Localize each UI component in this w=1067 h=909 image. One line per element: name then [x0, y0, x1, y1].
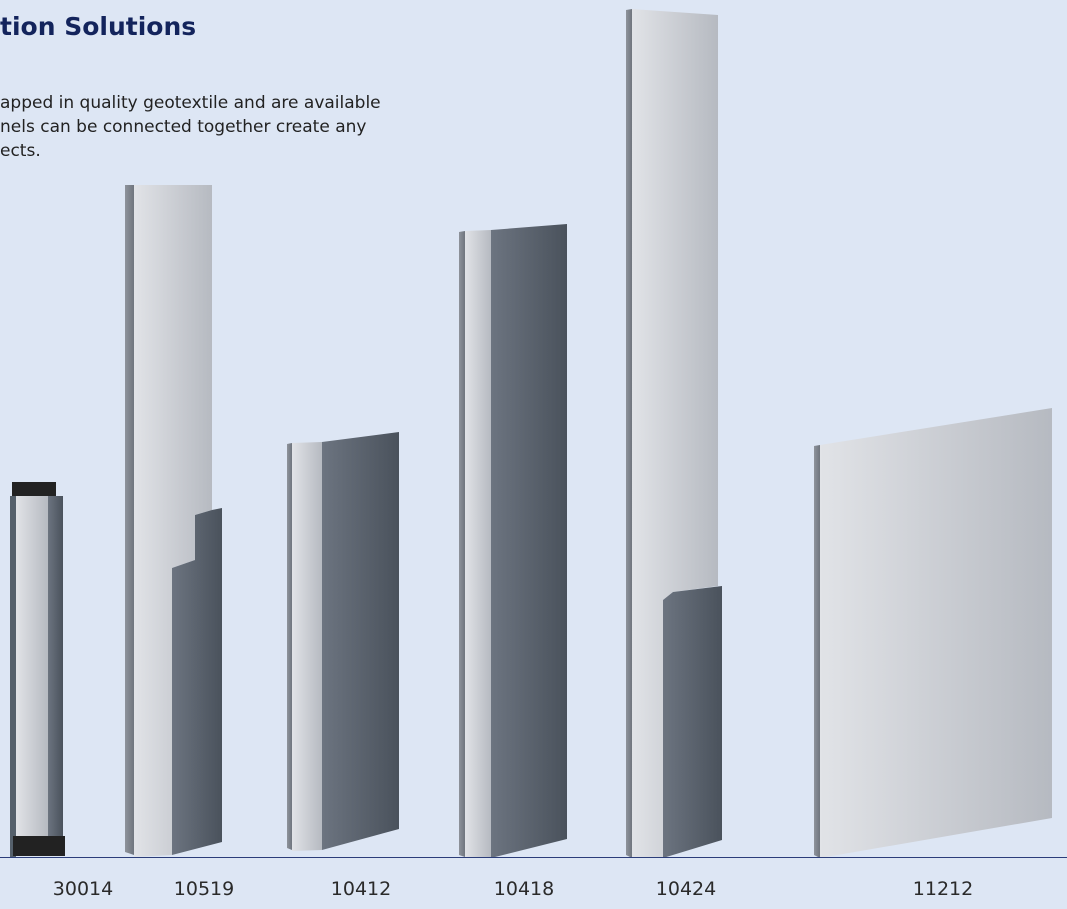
panel-30014 [10, 482, 65, 858]
product-label: 10424 [655, 878, 717, 900]
product-label: 10519 [173, 878, 235, 900]
panel-10418 [459, 224, 567, 858]
intro-line-1: apped in quality geotextile and are avai… [0, 93, 381, 113]
panel-10424 [626, 9, 722, 858]
panel-10412 [287, 432, 399, 851]
product-label: 30014 [52, 878, 114, 900]
panel-11212 [814, 408, 1052, 858]
product-label: 11212 [912, 878, 974, 900]
baseline-divider [0, 857, 1067, 858]
panel-10519 [125, 185, 222, 857]
intro-text: apped in quality geotextile and are avai… [0, 91, 381, 163]
product-label: 10412 [330, 878, 392, 900]
intro-line-3: ects. [0, 141, 41, 161]
intro-line-2: nels can be connected together create an… [0, 117, 367, 137]
product-label: 10418 [493, 878, 555, 900]
page-title: tion Solutions [0, 12, 197, 41]
